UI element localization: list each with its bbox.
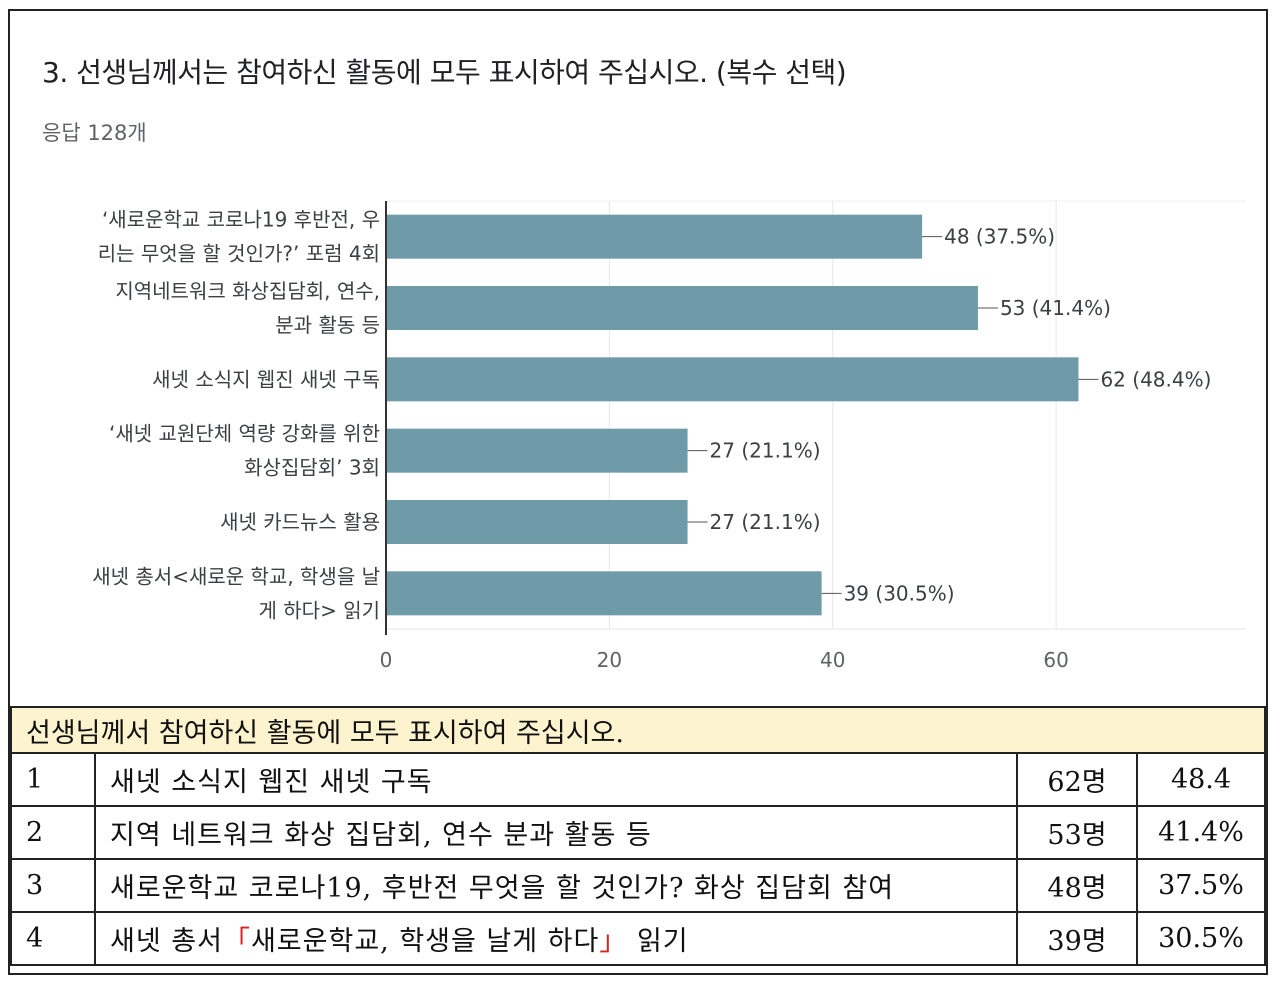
- category-label: 새넷 카드뉴스 활용: [220, 510, 380, 534]
- response-count: 응답 128개: [42, 121, 147, 145]
- x-tick-label: 20: [597, 648, 622, 672]
- category-label: 리는 무엇을 할 것인가?’ 포럼 4회: [98, 242, 380, 266]
- row-activity: 새넷 소식지 웹진 새넷 구독: [94, 752, 1018, 807]
- row-index: 3: [10, 858, 96, 913]
- bracket-close: 」: [599, 926, 628, 957]
- row-percent: 41.4%: [1136, 805, 1266, 860]
- row-count: 39명: [1016, 911, 1138, 966]
- table-row: 4 새넷 총서「새로운학교, 학생을 날게 하다」 읽기 39명 30.5%: [10, 911, 1266, 966]
- row-count: 62명: [1016, 752, 1138, 807]
- bar: [386, 428, 688, 473]
- data-label: 53 (41.4%): [1000, 296, 1111, 320]
- data-label: 62 (48.4%): [1100, 367, 1211, 391]
- row-count: 53명: [1016, 805, 1138, 860]
- row-percent: 30.5%: [1136, 911, 1266, 966]
- data-label: 39 (30.5%): [844, 581, 955, 605]
- question-title: 3. 선생님께서는 참여하신 활동에 모두 표시하여 주십시오. (복수 선택): [42, 56, 847, 89]
- row-index: 4: [10, 911, 96, 966]
- x-tick-label: 0: [380, 648, 393, 672]
- table-row: 1 새넷 소식지 웹진 새넷 구독 62명 48.4: [10, 752, 1266, 807]
- activity-text-title: 새로운학교, 학생을 날게 하다: [250, 926, 600, 957]
- row-count: 48명: [1016, 858, 1138, 913]
- x-tick-label: 60: [1043, 648, 1068, 672]
- bar: [386, 214, 923, 259]
- table-row: 2 지역 네트워크 화상 집담회, 연수 분과 활동 등 53명 41.4%: [10, 805, 1266, 860]
- row-activity: 새로운학교 코로나19, 후반전 무엇을 할 것인가? 화상 집담회 참여: [94, 858, 1018, 913]
- bracket-open: 「: [222, 926, 251, 957]
- bar-chart: 48 (37.5%) ‘새로운학교 코로나19 후반전, 우리는 무엇을 할 것인…: [92, 200, 1246, 672]
- table-header-row: 선생님께서 참여하신 활동에 모두 표시하여 주십시오.: [10, 706, 1266, 754]
- category-label: ‘새로운학교 코로나19 후반전, 우: [102, 208, 380, 232]
- category-label: 새넷 총서<새로운 학교, 학생을 날: [92, 564, 380, 588]
- bar: [386, 286, 978, 330]
- row-index: 2: [10, 805, 96, 860]
- row-percent: 37.5%: [1136, 858, 1266, 913]
- category-label: 분과 활동 등: [275, 313, 380, 337]
- bar: [386, 500, 688, 544]
- bar: [386, 571, 822, 616]
- summary-table: 선생님께서 참여하신 활동에 모두 표시하여 주십시오. 1 새넷 소식지 웹진…: [10, 706, 1266, 966]
- x-tick-label: 40: [820, 648, 845, 672]
- table-header: 선생님께서 참여하신 활동에 모두 표시하여 주십시오.: [10, 706, 1266, 754]
- category-label: 게 하다> 읽기: [259, 598, 380, 622]
- category-label: ‘새넷 교원단체 역량 강화를 위한: [109, 422, 380, 446]
- survey-result-frame: 3. 선생님께서는 참여하신 활동에 모두 표시하여 주십시오. (복수 선택)…: [8, 9, 1268, 975]
- activity-text-pre: 새넷 총서: [110, 926, 223, 957]
- category-label: 화상집담회’ 3회: [244, 456, 380, 480]
- bar: [386, 357, 1079, 402]
- data-label: 48 (37.5%): [944, 225, 1055, 249]
- chart-panel: 3. 선생님께서는 참여하신 활동에 모두 표시하여 주십시오. (복수 선택)…: [10, 11, 1266, 705]
- category-label: 지역네트워크 화상집담회, 연수,: [115, 279, 380, 303]
- row-activity: 새넷 총서「새로운학교, 학생을 날게 하다」 읽기: [94, 911, 1018, 966]
- activity-text-post: 읽기: [627, 926, 689, 957]
- row-index: 1: [10, 752, 96, 807]
- row-activity: 지역 네트워크 화상 집담회, 연수 분과 활동 등: [94, 805, 1018, 860]
- data-label: 27 (21.1%): [710, 439, 821, 463]
- data-label: 27 (21.1%): [710, 510, 821, 534]
- category-label: 새넷 소식지 웹진 새넷 구독: [152, 367, 380, 391]
- row-percent: 48.4: [1136, 752, 1266, 807]
- table-row: 3 새로운학교 코로나19, 후반전 무엇을 할 것인가? 화상 집담회 참여 …: [10, 858, 1266, 913]
